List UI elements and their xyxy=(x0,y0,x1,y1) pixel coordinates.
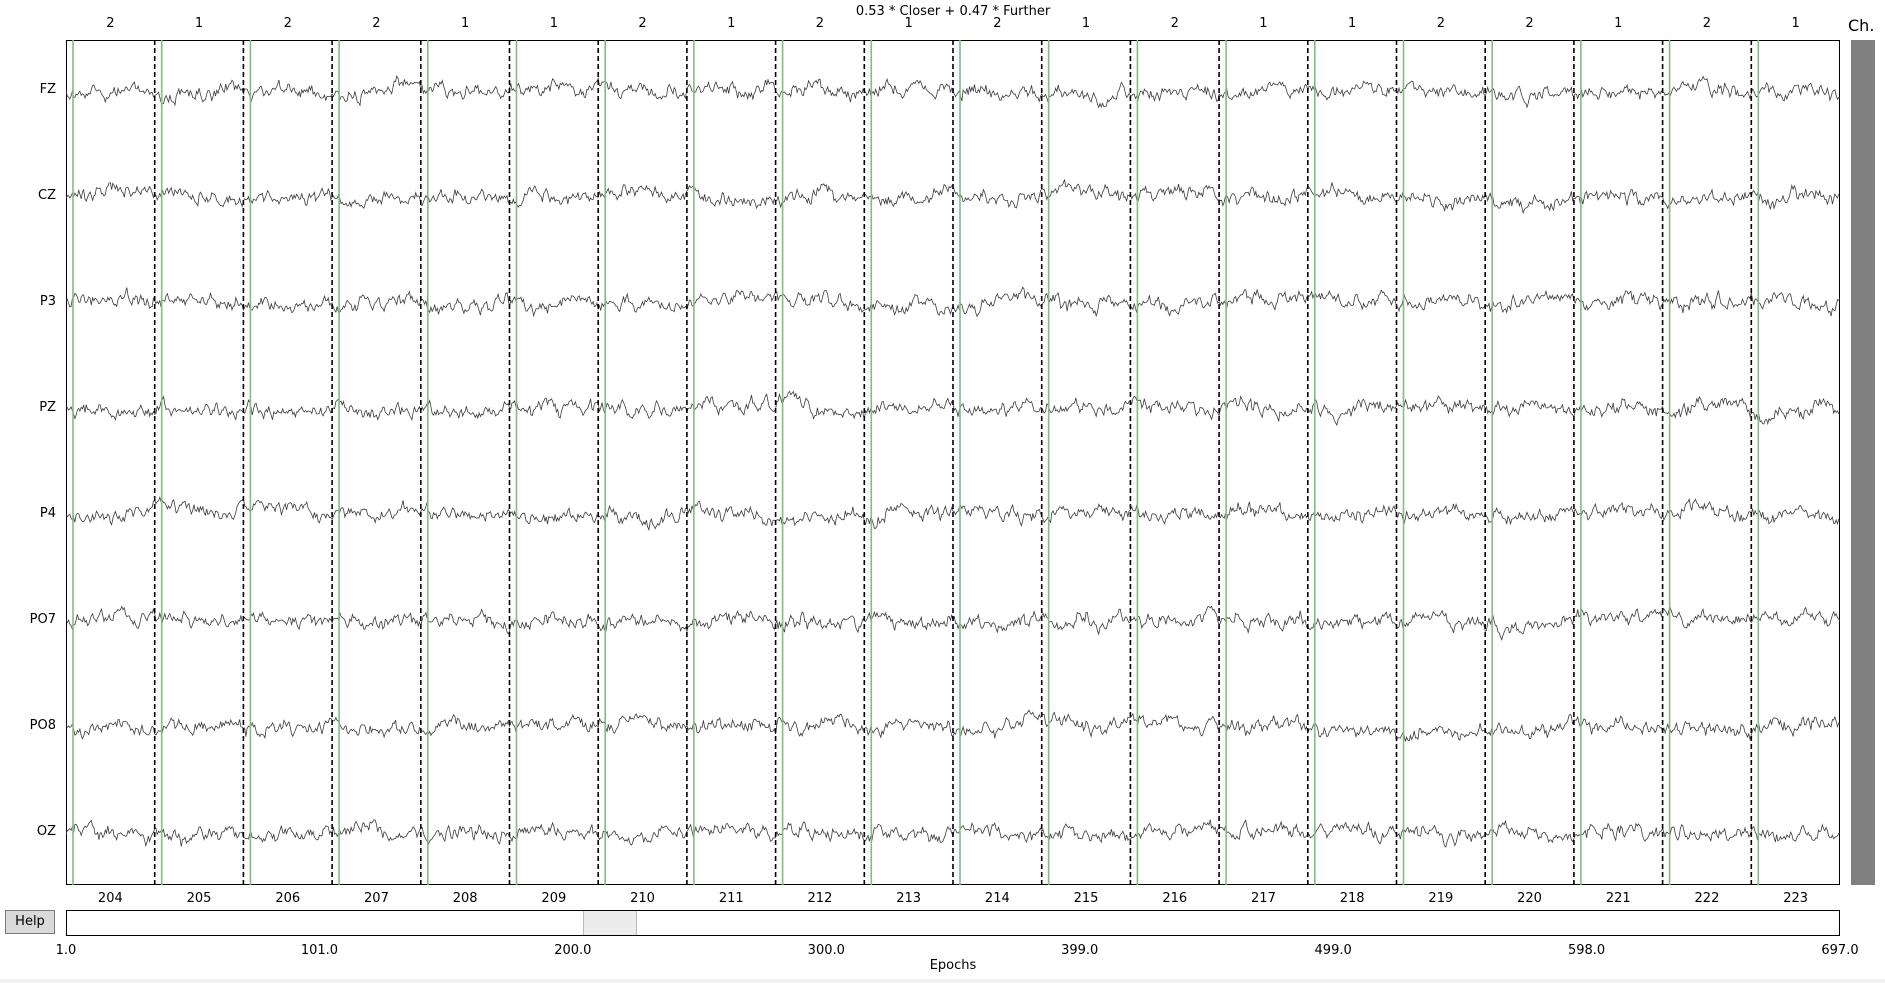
eeg-traces-plot[interactable] xyxy=(66,40,1840,885)
epoch-scrollbar-tick-label: 101.0 xyxy=(300,943,339,958)
epoch-number-label: 219 xyxy=(1428,891,1454,906)
epoch-number-label: 214 xyxy=(984,891,1010,906)
event-id-label: 1 xyxy=(1791,16,1800,31)
epoch-number-label: 217 xyxy=(1251,891,1276,906)
epoch-number-label: 218 xyxy=(1339,891,1365,906)
event-id-label: 1 xyxy=(1081,16,1091,31)
epoch-number-label: 205 xyxy=(186,891,212,906)
epoch-scrollbar-xlabel: Epochs xyxy=(929,958,977,973)
channel-label: CZ xyxy=(38,188,56,203)
event-id-label: 2 xyxy=(1170,16,1179,31)
event-id-label: 1 xyxy=(1348,16,1357,31)
epoch-scrollbar-tick-label: 1.0 xyxy=(55,943,77,958)
epoch-number-label: 213 xyxy=(896,891,922,906)
channel-label: PO7 xyxy=(29,612,56,627)
epoch-scrollbar[interactable] xyxy=(66,910,1840,936)
help-button[interactable]: Help xyxy=(5,910,55,934)
channel-label: OZ xyxy=(36,824,56,839)
channel-label: FZ xyxy=(39,82,56,97)
epoch-scrollbar-tick-label: 399.0 xyxy=(1061,943,1099,958)
event-id-label: 2 xyxy=(1525,16,1534,31)
epoch-scrollbar-tick-label: 300.0 xyxy=(807,943,845,958)
event-id-label: 1 xyxy=(194,16,204,31)
epoch-number-label: 221 xyxy=(1605,891,1631,906)
epoch-number-label: 216 xyxy=(1162,891,1188,906)
epoch-scrollbar-tick-label: 200.0 xyxy=(554,943,592,958)
event-id-label: 2 xyxy=(372,16,381,31)
event-id-label: 2 xyxy=(1702,16,1712,31)
event-id-label: 2 xyxy=(815,16,825,31)
epoch-scrollbar-tick-label: 697.0 xyxy=(1821,943,1859,958)
channel-label: PZ xyxy=(39,400,56,415)
eeg-trace-p4 xyxy=(66,496,1840,532)
event-id-label: 2 xyxy=(283,16,292,31)
event-id-label: 1 xyxy=(549,16,558,31)
channel-label: P3 xyxy=(39,294,56,309)
event-id-label: 1 xyxy=(904,16,913,31)
channel-label: PO8 xyxy=(29,718,56,733)
event-id-label: 1 xyxy=(1614,16,1623,31)
channel-scrollbar[interactable] xyxy=(1851,40,1875,885)
epoch-number-label: 215 xyxy=(1073,891,1099,906)
epoch-number-label: 204 xyxy=(97,891,123,906)
event-id-label: 2 xyxy=(1436,16,1445,31)
channel-scrollbar-title: Ch. xyxy=(1848,16,1875,35)
epoch-number-label: 211 xyxy=(718,891,744,906)
event-id-label: 2 xyxy=(638,16,647,31)
epoch-scrollbar-tick-label: 598.0 xyxy=(1567,943,1606,958)
epoch-number-label: 223 xyxy=(1783,891,1809,906)
event-id-label: 1 xyxy=(727,16,736,31)
channel-label: P4 xyxy=(39,506,56,521)
event-id-label: 1 xyxy=(1259,16,1268,31)
epoch-number-label: 208 xyxy=(452,891,478,906)
epoch-number-label: 212 xyxy=(807,891,833,906)
epoch-scrollbar-thumb[interactable] xyxy=(583,911,637,935)
epoch-number-label: 210 xyxy=(630,891,655,906)
epoch-number-label: 220 xyxy=(1517,891,1542,906)
epoch-number-label: 206 xyxy=(275,891,301,906)
event-id-label: 2 xyxy=(993,16,1002,31)
window-bottom-strip xyxy=(0,979,1885,983)
epoch-scrollbar-tick-label: 499.0 xyxy=(1314,943,1352,958)
epoch-number-label: 207 xyxy=(364,891,389,906)
epoch-number-label: 209 xyxy=(541,891,567,906)
figure-title: 0.53 * Closer + 0.47 * Further xyxy=(855,4,1051,19)
event-id-label: 1 xyxy=(461,16,470,31)
epoch-number-label: 222 xyxy=(1694,891,1720,906)
event-id-label: 2 xyxy=(106,16,115,31)
